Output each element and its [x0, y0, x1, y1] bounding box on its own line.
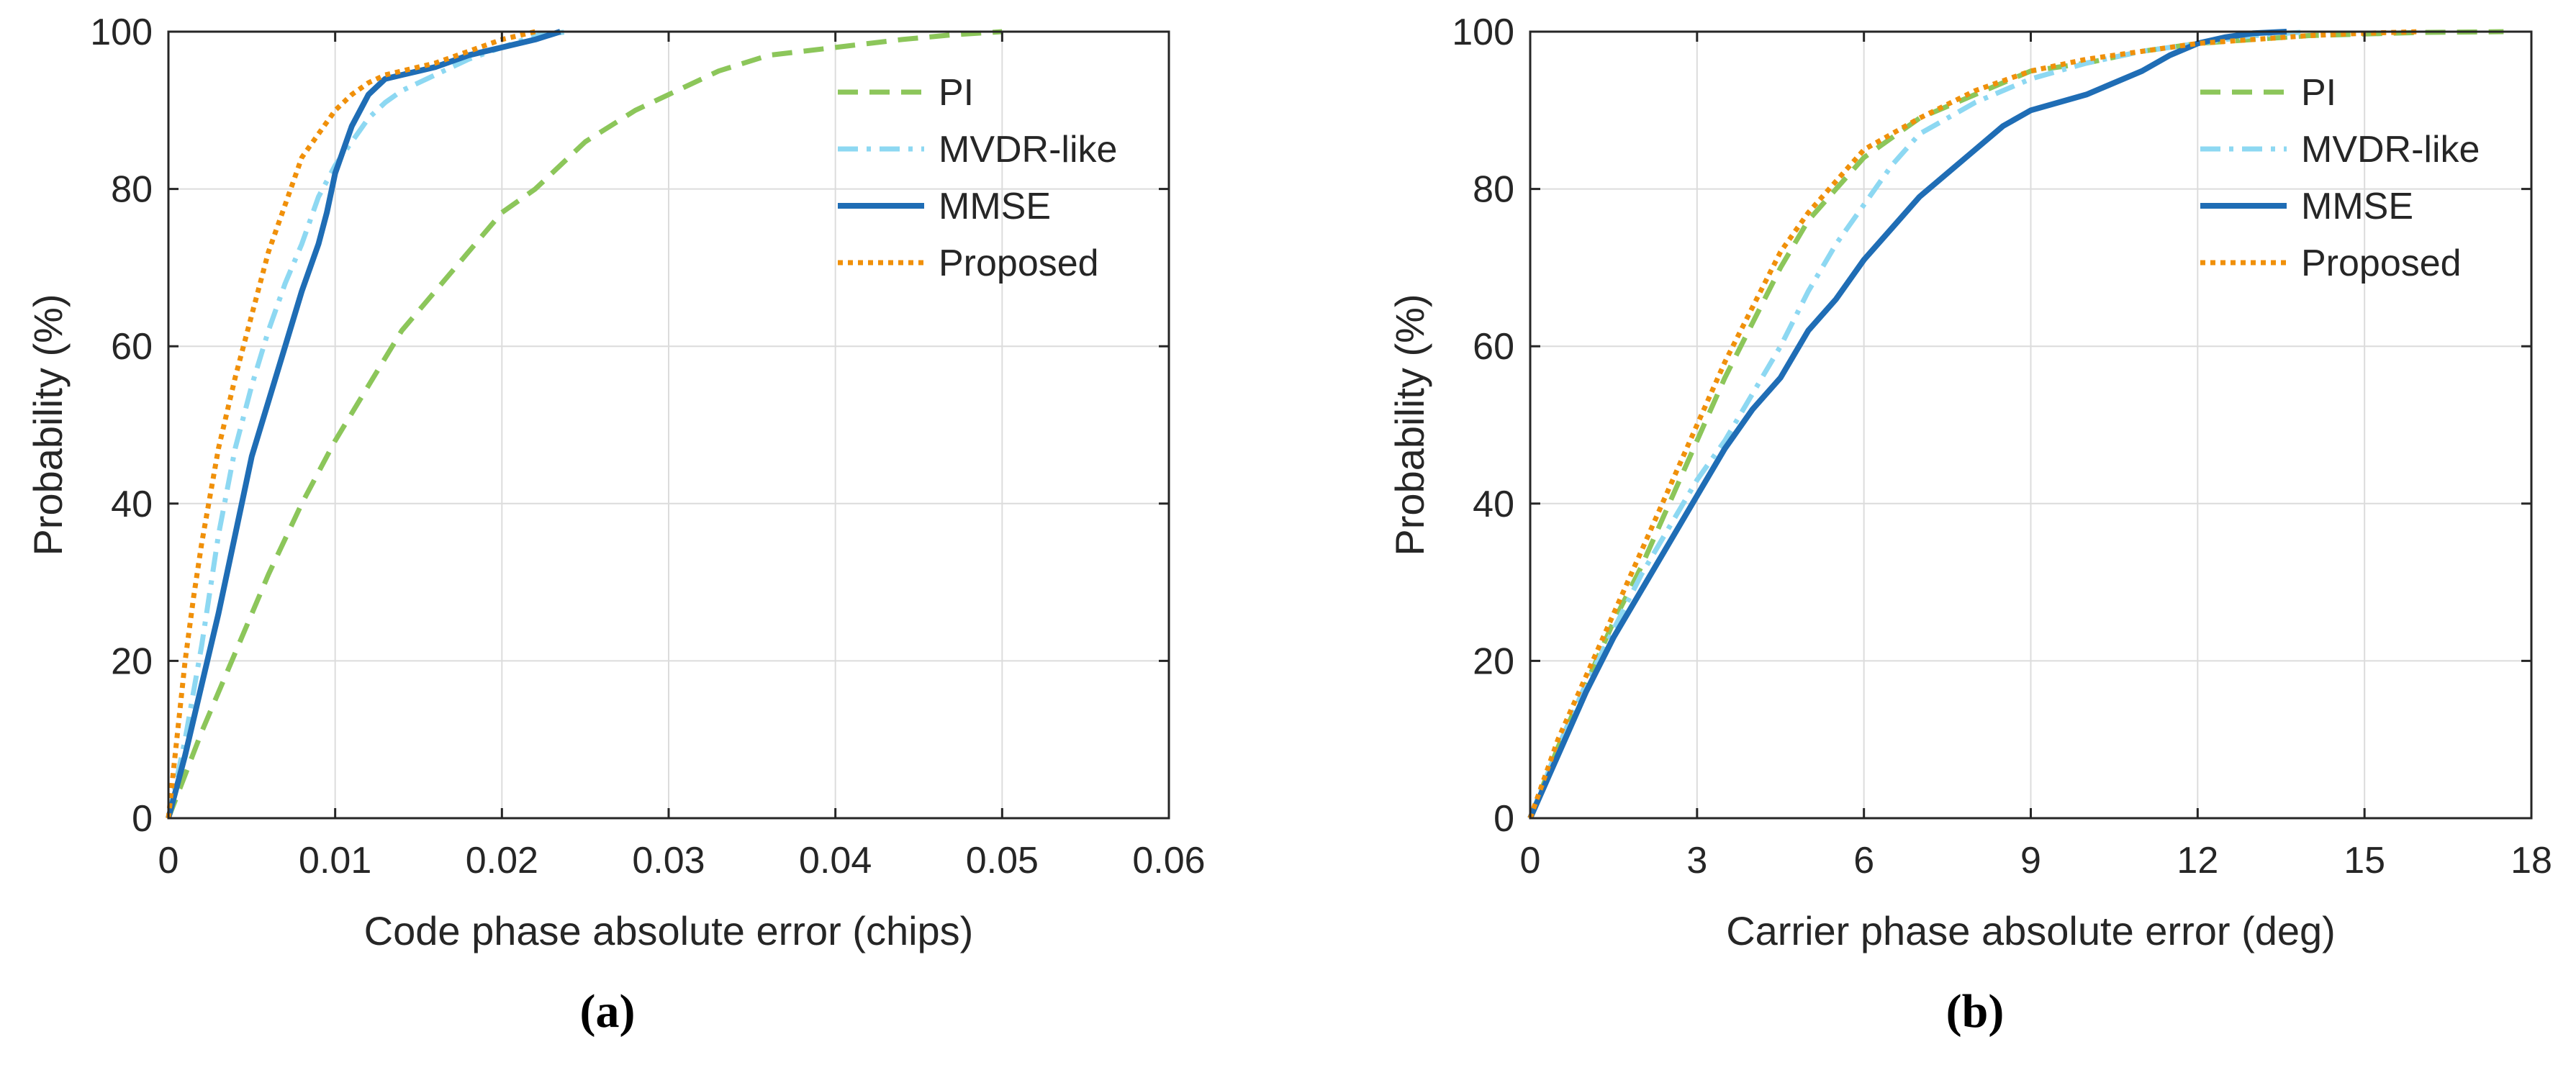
panel-b-legend-label: MMSE — [2301, 186, 2413, 227]
panel-b-y-tick-label: 40 — [1473, 484, 1514, 525]
panel-b-x-tick-label: 18 — [2511, 840, 2552, 882]
panel-a-x-tick-label: 0.06 — [1132, 840, 1205, 882]
panel-b-x-tick-label: 0 — [1520, 840, 1541, 882]
panel-a-legend-label: MMSE — [939, 186, 1051, 227]
panel-b-chart: 0 3 6 9 12 15 18 0 20 40 60 80 100 Carrier phase abso… — [1387, 12, 2552, 953]
panel-b-series-mmse — [1527, 29, 2287, 820]
panel-b-y-tick-label: 0 — [1493, 798, 1514, 840]
panel-a-y-tick-label: 100 — [90, 12, 153, 53]
panel-a-x-tick-label: 0.01 — [299, 840, 371, 882]
panel-a-y-tick-label: 80 — [111, 169, 153, 211]
panel-a-y-tick-label: 60 — [111, 326, 153, 368]
panel-b-series-proposed — [1527, 29, 2421, 820]
panel-b-legend-label: MVDR-like — [2301, 129, 2480, 171]
panel-b-x-tick-label: 3 — [1686, 840, 1707, 882]
caption-a-text: (a) — [579, 985, 636, 1038]
panel-b-y-axis-label: Probability (%) — [1387, 294, 1432, 556]
panel-b-series-mvdr-like — [1527, 29, 2310, 820]
panel-a-x-tick-label: 0.03 — [632, 840, 705, 882]
panel-a-series-pi — [166, 29, 1003, 820]
caption-b: (b) — [1903, 984, 2047, 1039]
panel-a-y-tick-label: 0 — [132, 798, 153, 840]
panel-b-x-tick-label: 9 — [2020, 840, 2041, 882]
panel-b-y-tick-label: 80 — [1473, 169, 1514, 211]
panel-b-x-tick-label: 6 — [1853, 840, 1874, 882]
panel-b-legend-label: Proposed — [2301, 243, 2462, 284]
panel-a-x-axis-label: Code phase absolute error (chips) — [364, 908, 974, 953]
panel-a-y-tick-label: 20 — [111, 640, 153, 682]
panel-a-series-proposed — [166, 29, 536, 819]
panel-a-legend-label: PI — [939, 72, 974, 114]
panel-a-series-mvdr-like — [166, 29, 569, 819]
panel-b-legend-label: PI — [2301, 72, 2336, 114]
caption-a: (a) — [535, 984, 679, 1039]
panel-b-y-tick-label: 100 — [1452, 12, 1514, 53]
panel-a-legend-label: Proposed — [939, 243, 1099, 284]
panel-b-x-tick-label: 15 — [2344, 840, 2385, 882]
panel-a-series-mmse — [166, 29, 561, 820]
panel-a-y-axis-label: Probability (%) — [25, 294, 71, 556]
panel-b-x-axis-label: Carrier phase absolute error (deg) — [1726, 908, 2336, 953]
panel-b-series-pi — [1527, 29, 2504, 820]
panel-b-y-tick-label: 20 — [1473, 640, 1514, 682]
panel-b-x-tick-label: 12 — [2177, 840, 2218, 882]
panel-a-x-tick-label: 0.02 — [466, 840, 538, 882]
panel-a-chart: 0 0.01 0.02 0.03 0.04 0.05 0.06 0 20 40 60 80 100 Cod… — [25, 12, 1206, 953]
panel-a-x-tick-label: 0.04 — [799, 840, 872, 882]
panel-b-y-tick-label: 60 — [1473, 326, 1514, 368]
caption-b-text: (b) — [1945, 985, 2005, 1038]
panel-a-x-tick-label: 0 — [158, 840, 179, 882]
panel-a-y-tick-label: 40 — [111, 484, 153, 525]
panel-a-series-group — [166, 29, 1003, 820]
panel-b-series-group — [1527, 29, 2504, 820]
panel-a-legend-label: MVDR-like — [939, 129, 1117, 171]
panel-a-x-tick-label: 0.05 — [966, 840, 1039, 882]
